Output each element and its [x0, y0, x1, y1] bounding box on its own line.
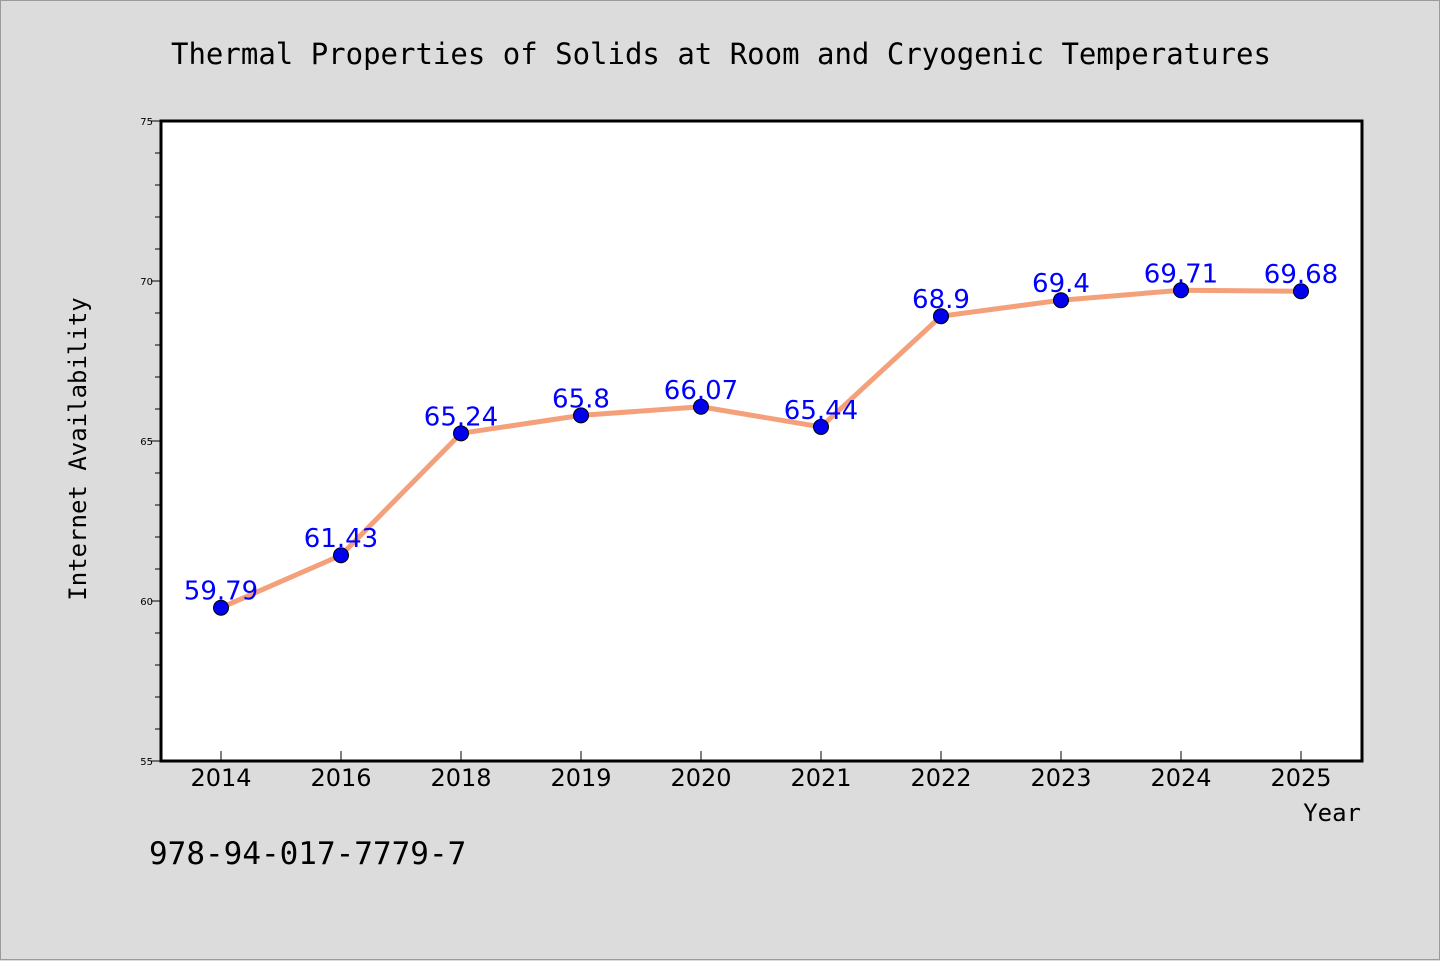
- y-axis-tick-labels: 55 60 65 70 75: [140, 117, 153, 768]
- x-tick-label: 2022: [910, 764, 971, 792]
- data-label: 69.68: [1264, 260, 1338, 290]
- x-tick-label: 2025: [1270, 764, 1331, 792]
- data-point: [453, 425, 469, 442]
- x-tick-label: 2023: [1030, 764, 1091, 792]
- y-tick-label: 55: [140, 757, 153, 768]
- x-tick-label: 2018: [430, 764, 491, 792]
- data-label: 66.07: [664, 376, 738, 406]
- x-axis-label: Year: [1303, 799, 1361, 827]
- data-point: [693, 398, 709, 415]
- data-point: [813, 418, 829, 435]
- data-point: [1053, 292, 1069, 309]
- y-tick-label: 65: [140, 437, 153, 448]
- chart-title: Thermal Properties of Solids at Room and…: [171, 37, 1271, 71]
- data-label: 69.71: [1144, 259, 1218, 289]
- data-label: 65.44: [784, 396, 858, 426]
- x-tick-label: 2016: [310, 764, 371, 792]
- data-label: 69.4: [1032, 269, 1090, 299]
- plot-area: [159, 119, 1364, 763]
- data-label: 65.24: [424, 402, 498, 432]
- y-tick-label: 70: [140, 277, 153, 288]
- data-label: 68.9: [912, 285, 970, 315]
- y-axis-ticks: [151, 120, 161, 762]
- data-point: [213, 599, 229, 616]
- data-label: 65.8: [552, 384, 610, 414]
- data-point: [933, 308, 949, 325]
- data-labels: 59.79 61.43 65.24 65.8 66.07 65.44 68.9 69.4 69.…: [184, 259, 1338, 606]
- y-tick-label: 60: [140, 597, 153, 608]
- y-axis-label: Internet Availability: [64, 297, 92, 600]
- x-tick-label: 2014: [190, 764, 251, 792]
- data-label: 59.79: [184, 577, 258, 607]
- x-axis-ticks: [220, 751, 1302, 761]
- x-tick-label: 2019: [550, 764, 611, 792]
- series-line: [218, 287, 1304, 611]
- y-tick-label: 75: [140, 117, 153, 128]
- series-points: [213, 282, 1309, 616]
- x-tick-label: 2020: [670, 764, 731, 792]
- isbn-text: 978-94-017-7779-7: [149, 836, 466, 872]
- data-label: 61.43: [304, 524, 378, 554]
- data-point: [1173, 282, 1189, 299]
- data-point: [573, 407, 589, 424]
- data-point: [333, 547, 349, 564]
- data-point: [1293, 283, 1309, 300]
- x-axis-tick-labels: 2014 2016 2018 2019 2020 2021 2022 2023 2024 2025: [190, 764, 1331, 792]
- x-tick-label: 2024: [1150, 764, 1211, 792]
- x-tick-label: 2021: [790, 764, 851, 792]
